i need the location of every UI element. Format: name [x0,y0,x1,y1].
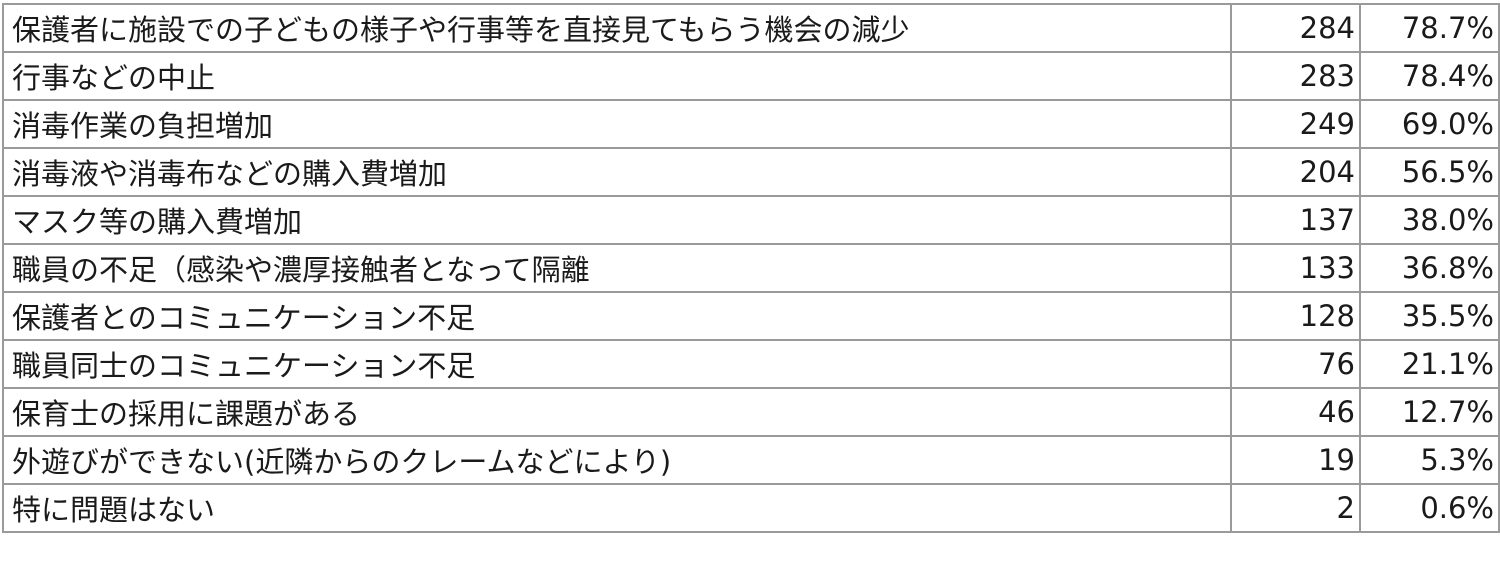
row-count: 128 [1230,291,1361,341]
row-label: マスク等の購入費増加 [2,195,1232,245]
row-count: 137 [1230,195,1361,245]
row-percentage: 21.1% [1359,339,1500,389]
row-label: 特に問題はない [2,483,1232,533]
row-percentage: 56.5% [1359,147,1500,197]
row-percentage: 69.0% [1359,99,1500,149]
row-label: 消毒作業の負担増加 [2,99,1232,149]
table-row: 行事などの中止 283 78.4% [2,51,1500,101]
row-label: 行事などの中止 [2,51,1232,101]
table-row: 保育士の採用に課題がある 46 12.7% [2,387,1500,437]
row-percentage: 78.7% [1359,3,1500,53]
row-count: 283 [1230,51,1361,101]
table-row: 保護者に施設での子どもの様子や行事等を直接見てもらう機会の減少 284 78.7% [2,3,1500,53]
table-row: 消毒作業の負担増加 249 69.0% [2,99,1500,149]
row-label: 保護者に施設での子どもの様子や行事等を直接見てもらう機会の減少 [2,3,1232,53]
table-row: 特に問題はない 2 0.6% [2,483,1500,533]
table-row: 外遊びができない(近隣からのクレームなどにより) 19 5.3% [2,435,1500,485]
table-row: マスク等の購入費増加 137 38.0% [2,195,1500,245]
row-percentage: 35.5% [1359,291,1500,341]
row-label: 職員の不足（感染や濃厚接触者となって隔離 [2,243,1232,293]
row-label: 保育士の採用に課題がある [2,387,1232,437]
table-row: 保護者とのコミュニケーション不足 128 35.5% [2,291,1500,341]
row-percentage: 5.3% [1359,435,1500,485]
row-count: 204 [1230,147,1361,197]
row-percentage: 12.7% [1359,387,1500,437]
row-label: 職員同士のコミュニケーション不足 [2,339,1232,389]
table-row: 消毒液や消毒布などの購入費増加 204 56.5% [2,147,1500,197]
row-percentage: 78.4% [1359,51,1500,101]
row-count: 133 [1230,243,1361,293]
table-row: 職員同士のコミュニケーション不足 76 21.1% [2,339,1500,389]
row-count: 284 [1230,3,1361,53]
results-table: 保護者に施設での子どもの様子や行事等を直接見てもらう機会の減少 284 78.7% 行… [2,3,1500,533]
row-count: 76 [1230,339,1361,389]
row-count: 2 [1230,483,1361,533]
row-label: 外遊びができない(近隣からのクレームなどにより) [2,435,1232,485]
row-percentage: 38.0% [1359,195,1500,245]
row-count: 46 [1230,387,1361,437]
row-count: 19 [1230,435,1361,485]
row-percentage: 0.6% [1359,483,1500,533]
row-percentage: 36.8% [1359,243,1500,293]
row-label: 消毒液や消毒布などの購入費増加 [2,147,1232,197]
row-label: 保護者とのコミュニケーション不足 [2,291,1232,341]
table-row: 職員の不足（感染や濃厚接触者となって隔離 133 36.8% [2,243,1500,293]
row-count: 249 [1230,99,1361,149]
